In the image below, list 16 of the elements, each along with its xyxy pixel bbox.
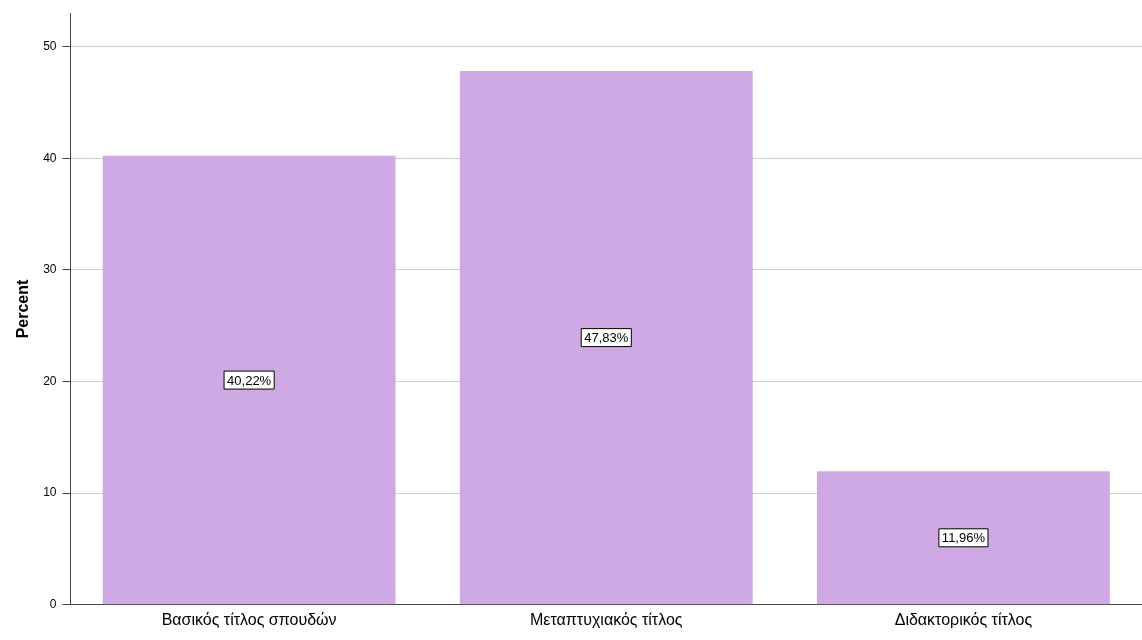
data-label: 11,96% [941,530,986,546]
y-tick-label: 0 [49,597,57,612]
y-tick-label: 20 [43,373,57,388]
x-tick-label: Βασικός τίτλος σπουδών [161,610,337,628]
y-tick-label: 40 [43,150,57,165]
x-tick-label: Διδακτορικός τίτλος [894,610,1033,628]
y-tick-label: 30 [43,262,57,277]
bar [459,70,753,605]
y-axis-title: Percent [14,278,32,339]
y-tick-label: 50 [43,39,57,53]
bar [102,155,396,605]
x-tick-label: Μεταπτυχιακός τίτλος [530,610,683,628]
data-label: 47,83% [584,330,629,346]
bar [816,471,1110,605]
data-label: 40,22% [227,372,272,388]
y-tick-label: 10 [43,485,57,500]
